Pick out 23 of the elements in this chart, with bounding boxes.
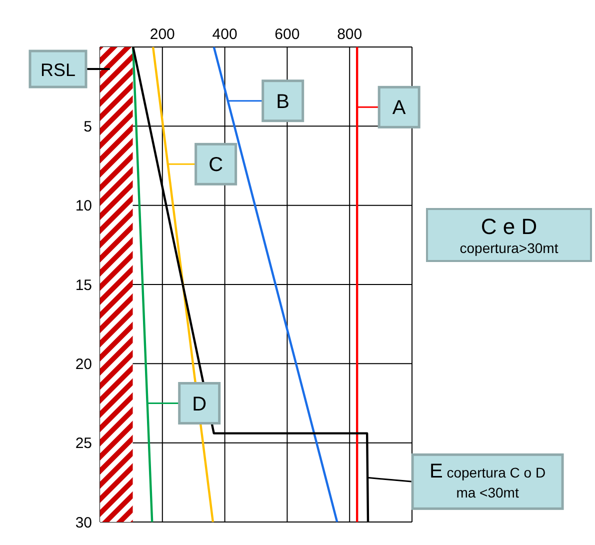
- label-callout: C: [168, 142, 238, 186]
- label-callout: B: [228, 80, 304, 122]
- label-callout: A: [357, 86, 420, 128]
- label-callout: E copertura C o D ma <30mt: [367, 453, 564, 510]
- legend-label: C: [208, 154, 224, 176]
- y-tick-label: 5: [84, 118, 92, 136]
- y-tick-label: 25: [75, 435, 92, 452]
- legend-label: E: [430, 460, 443, 483]
- legend-label: D: [192, 393, 207, 416]
- x-tick-label: 400: [212, 26, 238, 43]
- y-tick-label: 15: [75, 276, 92, 294]
- x-tick-label: 200: [150, 26, 175, 43]
- legend-label: B: [276, 90, 290, 113]
- y-tick-label: 10: [75, 198, 92, 215]
- legend-label: A: [392, 97, 406, 120]
- y-tick-label: 20: [75, 356, 92, 373]
- x-tick-label: 600: [274, 26, 300, 43]
- x-tick-label: 800: [337, 26, 362, 43]
- label-callout: D: [147, 382, 221, 424]
- y-tick-label: 30: [75, 514, 92, 532]
- label-callout: RSL: [28, 50, 110, 88]
- band-label: RSL: [40, 60, 76, 80]
- note-box: C e D copertura>30mt: [426, 208, 592, 262]
